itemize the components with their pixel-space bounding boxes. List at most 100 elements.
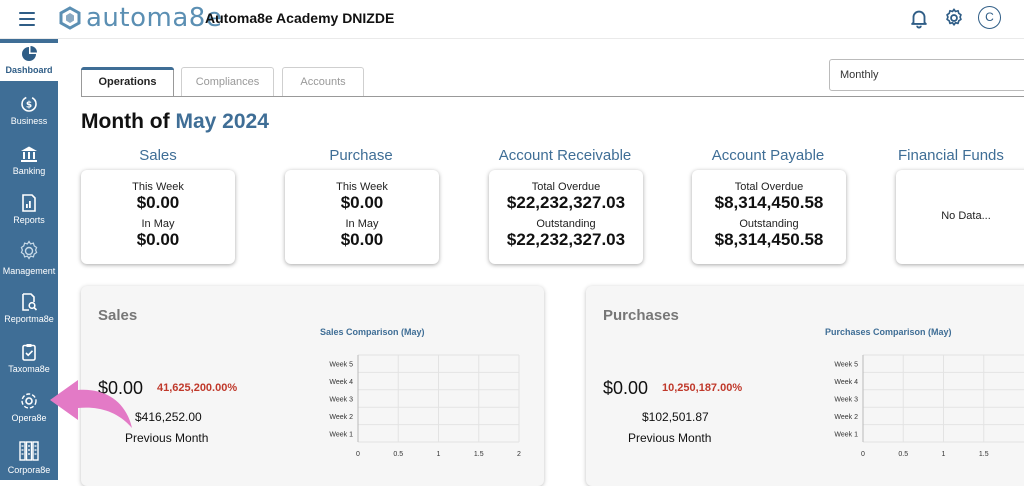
sidebar-item-label: Business — [10, 116, 48, 126]
x-tick-label: 1 — [437, 451, 441, 458]
change-percent: 41,625,200.00% — [157, 382, 238, 394]
x-tick-label: 1.5 — [474, 451, 484, 458]
y-tick-label: Week 1 — [834, 431, 858, 438]
card-value: $8,314,450.58 — [714, 193, 824, 212]
gear-icon[interactable] — [943, 7, 965, 29]
sidebar-item-label: Taxoma8e — [8, 364, 50, 374]
sidebar-item-label: Reports — [13, 215, 45, 225]
card-value: $8,314,450.58 — [714, 230, 824, 249]
card-title-account-receivable: Account Receivable — [498, 147, 632, 164]
current-amount: $0.00 — [603, 378, 649, 398]
sidebar-item-label: Dashboard — [5, 65, 53, 75]
card-value: $0.00 — [340, 193, 384, 212]
panel-title: Purchases — [603, 307, 679, 324]
card-title-sales: Sales — [139, 147, 177, 164]
chart-title: Purchases Comparison (May) — [825, 327, 952, 337]
pie-chart-icon — [22, 46, 37, 61]
sidebar-item-banking[interactable]: Banking — [0, 145, 58, 176]
summary-card-sales[interactable]: This Week $0.00 In May $0.00 — [81, 170, 235, 264]
sidebar-item-label: Reportma8e — [4, 314, 54, 324]
sidebar-item-dashboard[interactable]: Dashboard — [0, 43, 58, 81]
bell-icon[interactable] — [908, 7, 930, 29]
previous-label: Previous Month — [125, 431, 209, 445]
y-tick-label: Week 2 — [834, 414, 858, 421]
logo-text: automa8e — [86, 3, 223, 33]
y-tick-label: Week 3 — [329, 397, 353, 404]
no-data-text: No Data... — [941, 210, 991, 222]
tab-accounts[interactable]: Accounts — [282, 67, 364, 97]
card-value: $0.00 — [136, 230, 180, 249]
x-tick-label: 1 — [942, 451, 946, 458]
chart-title: Sales Comparison (May) — [320, 327, 425, 337]
operations-icon — [21, 393, 37, 409]
tab-divider — [81, 96, 1024, 97]
card-title-purchase: Purchase — [329, 147, 393, 164]
card-label: Outstanding — [536, 218, 596, 230]
card-title-account-payable: Account Payable — [711, 147, 825, 164]
sidebar-item-reports[interactable]: Reports — [0, 194, 58, 225]
card-value: $0.00 — [340, 230, 384, 249]
building-icon — [19, 441, 39, 461]
report-search-icon — [22, 293, 38, 311]
y-tick-label: Week 2 — [329, 414, 353, 421]
summary-card-account-receivable[interactable]: Total Overdue $22,232,327.03 Outstanding… — [489, 170, 643, 264]
user-avatar[interactable]: C — [978, 6, 1001, 29]
y-tick-label: Week 5 — [834, 362, 858, 369]
sidebar-item-label: Management — [2, 266, 56, 276]
logo[interactable]: automa8e — [58, 3, 223, 33]
pointer-arrow-icon — [50, 380, 132, 428]
card-label: In May — [345, 218, 379, 230]
sidebar-item-label: Corpora8e — [7, 465, 51, 475]
y-tick-label: Week 1 — [329, 431, 353, 438]
tab-compliances[interactable]: Compliances — [181, 67, 274, 97]
x-tick-label: 2 — [517, 451, 521, 458]
hamburger-menu-icon[interactable] — [19, 12, 35, 26]
svg-text:$: $ — [26, 101, 32, 111]
sidebar-item-business[interactable]: $ Business — [0, 95, 58, 126]
summary-card-account-payable[interactable]: Total Overdue $8,314,450.58 Outstanding … — [692, 170, 846, 264]
y-tick-label: Week 5 — [329, 362, 353, 369]
previous-amount: $102,501.87 — [642, 410, 709, 424]
sidebar-item-opera8e[interactable]: Opera8e — [0, 392, 58, 423]
current-amount: $0.00 — [98, 378, 144, 398]
sidebar-item-label: Banking — [12, 166, 46, 176]
sidebar-item-reportma8e[interactable]: Reportma8e — [0, 293, 58, 324]
page-title: Month of May 2024 — [81, 110, 269, 134]
org-name: Automa8e Academy DNIZDE — [205, 10, 395, 26]
panel-title: Sales — [98, 307, 138, 324]
summary-card-financial-funds[interactable]: No Data... — [896, 170, 1024, 264]
purchases-comparison-chart: Week 5 Week 4 Week 3 Week 2 Week 1 0 0.5 1 1.5 — [834, 354, 1024, 458]
tab-operations[interactable]: Operations — [81, 67, 174, 97]
x-tick-label: 0.5 — [393, 451, 403, 458]
card-value: $22,232,327.03 — [506, 230, 626, 249]
page-title-period: May 2024 — [175, 110, 269, 133]
card-label: Outstanding — [739, 218, 799, 230]
card-label: Total Overdue — [734, 181, 804, 193]
y-tick-label: Week 4 — [834, 379, 858, 386]
x-tick-label: 0 — [861, 451, 865, 458]
dollar-cycle-icon: $ — [21, 96, 37, 112]
clipboard-check-icon — [22, 344, 36, 361]
x-tick-label: 1.5 — [979, 451, 989, 458]
sales-comparison-chart: Week 5 Week 4 Week 3 Week 2 Week 1 0 0.5 1 1.5 2 — [329, 354, 521, 458]
sidebar-item-management[interactable]: Management — [0, 239, 58, 276]
summary-card-purchase[interactable]: This Week $0.00 In May $0.00 — [285, 170, 439, 264]
previous-label: Previous Month — [628, 431, 712, 445]
sidebar-item-label: Opera8e — [11, 413, 47, 423]
top-bar: automa8e Automa8e Academy DNIZDE C — [0, 0, 1024, 39]
sidebar-item-taxoma8e[interactable]: Taxoma8e — [0, 343, 58, 374]
x-tick-label: 0 — [356, 451, 360, 458]
page-title-prefix: Month of — [81, 110, 170, 133]
y-tick-label: Week 4 — [329, 379, 353, 386]
sidebar-item-corpora8e[interactable]: Corpora8e — [0, 440, 58, 475]
card-value: $0.00 — [136, 193, 180, 212]
card-label: This Week — [132, 181, 184, 193]
card-label: This Week — [336, 181, 388, 193]
report-icon — [22, 194, 36, 212]
period-select[interactable]: Monthly — [829, 59, 1024, 91]
y-tick-label: Week 3 — [834, 397, 858, 404]
previous-amount: $416,252.00 — [135, 410, 202, 424]
change-percent: 10,250,187.00% — [662, 382, 743, 394]
card-title-financial-funds: Financial Funds — [898, 147, 1004, 164]
logo-mark-icon — [59, 6, 81, 30]
